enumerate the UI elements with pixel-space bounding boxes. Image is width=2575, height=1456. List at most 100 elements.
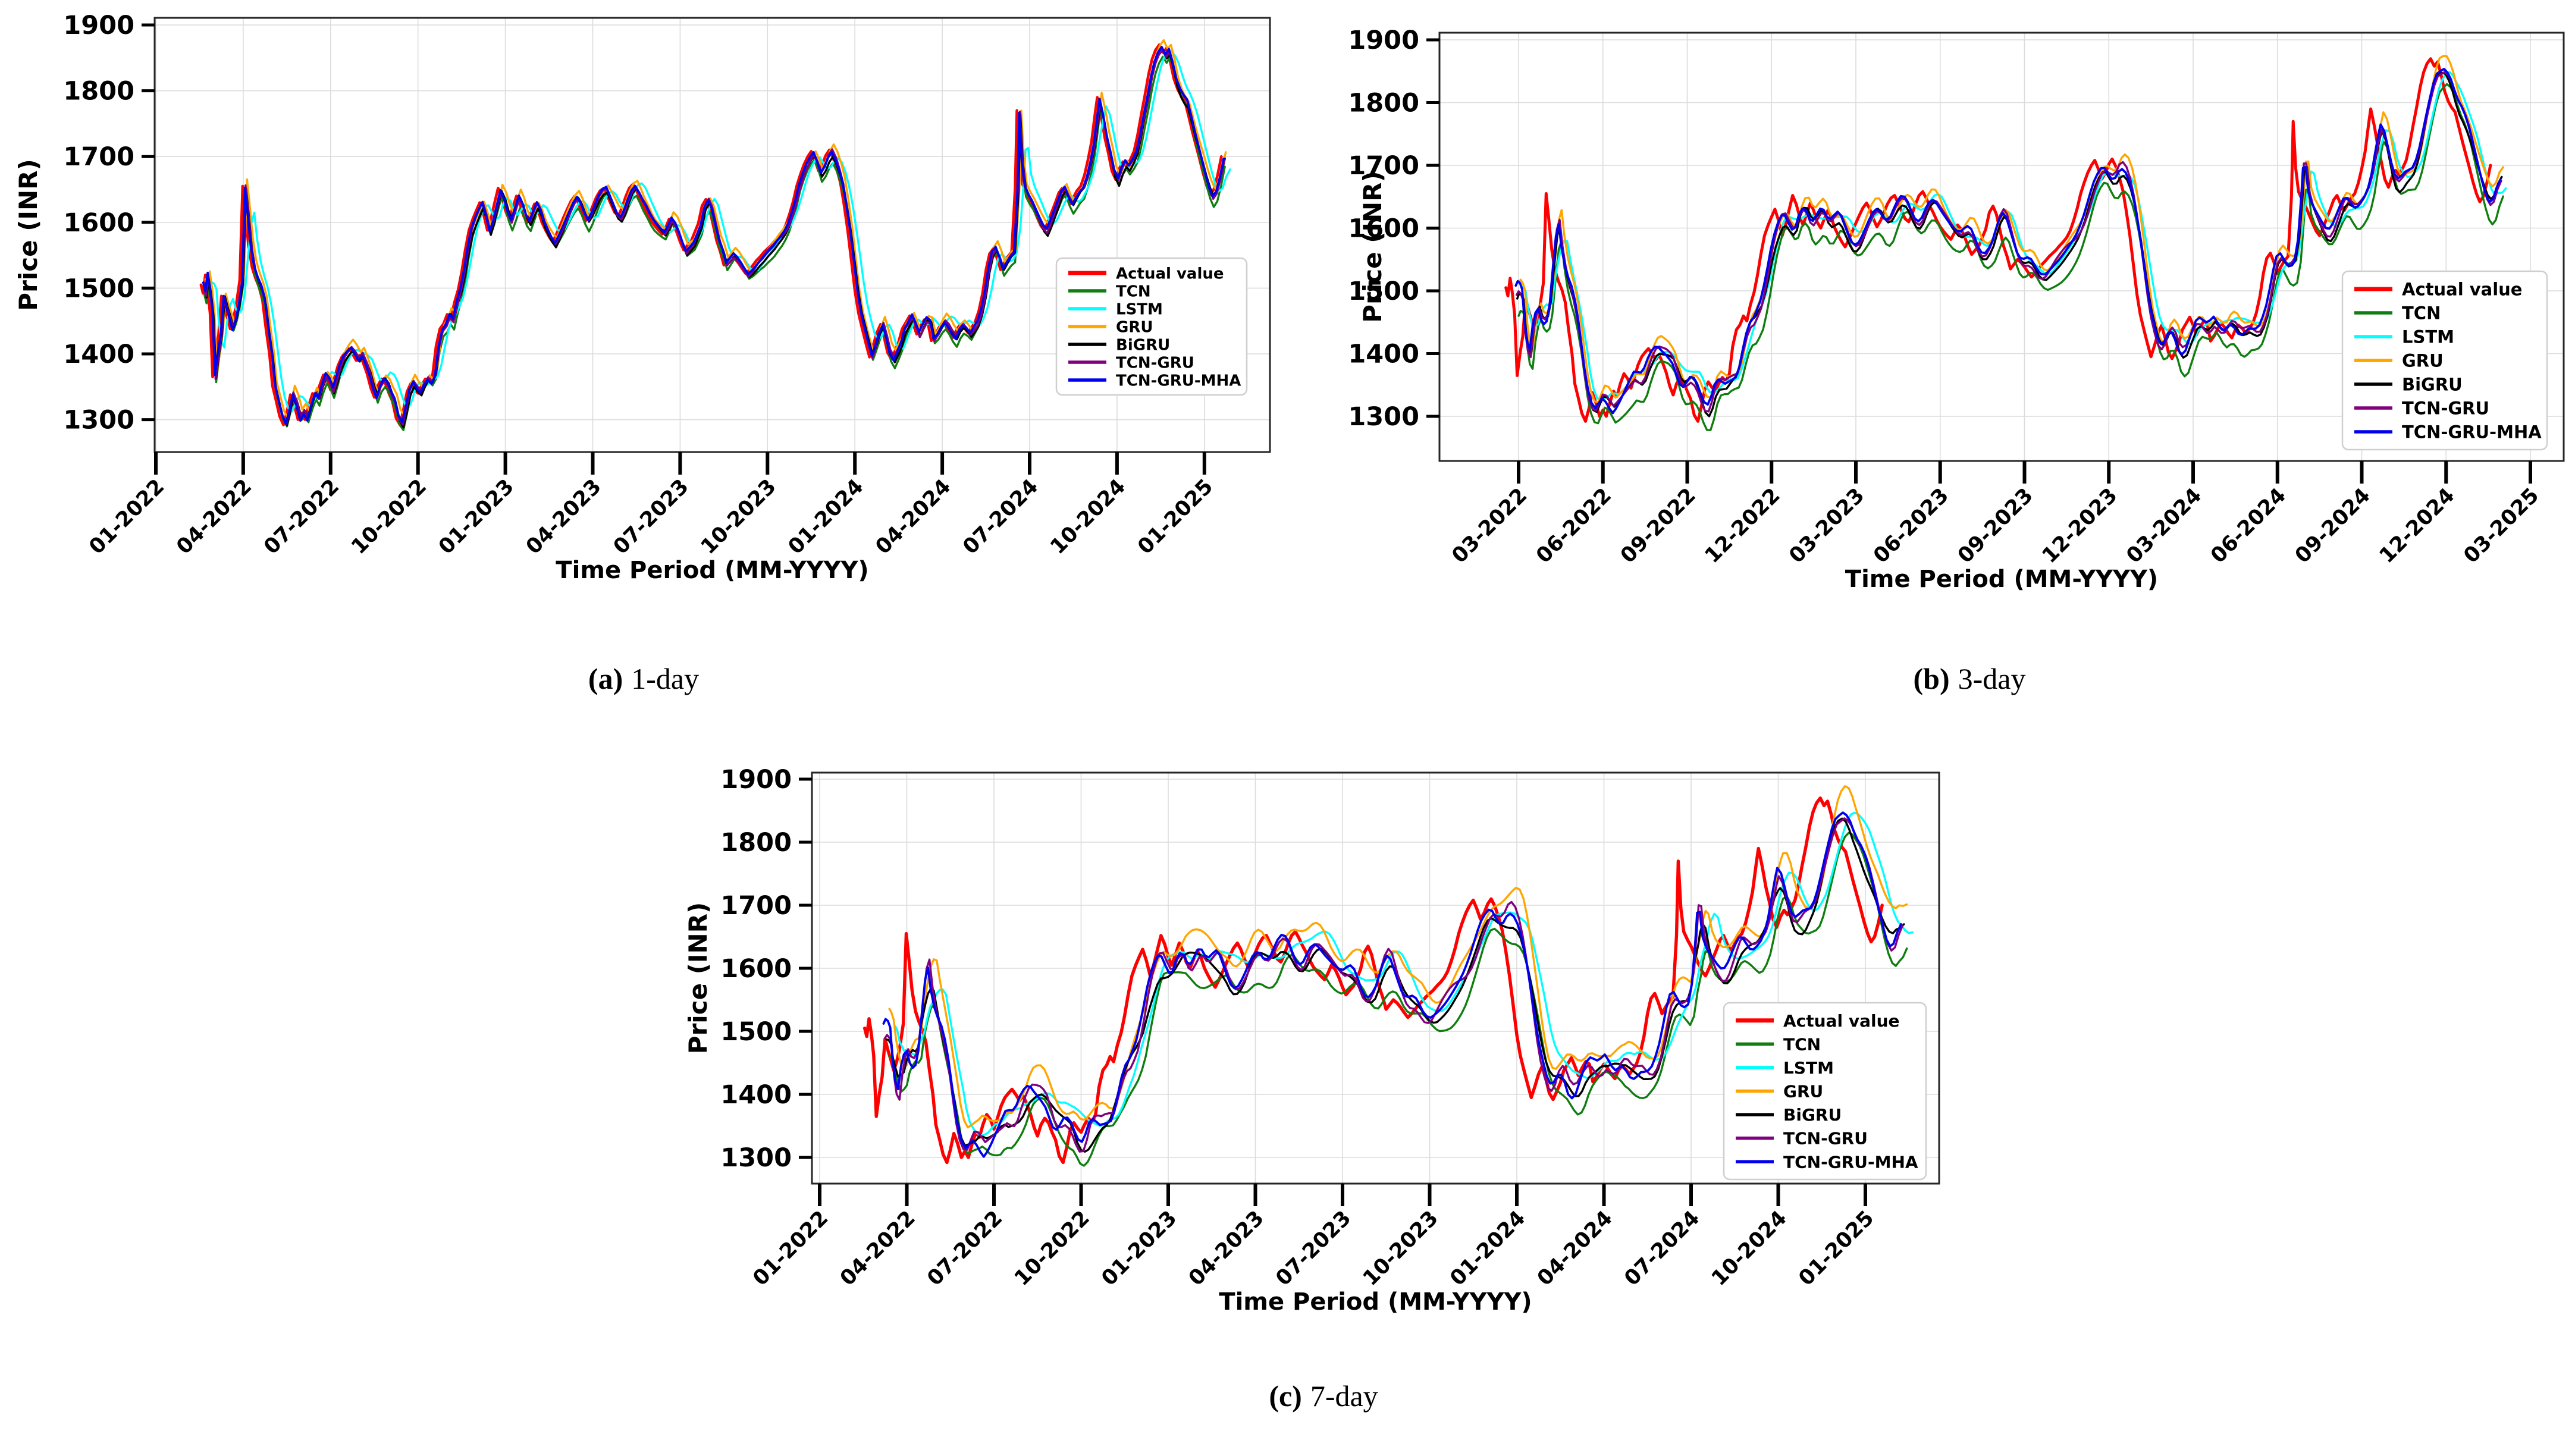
x-tick-label-a: 01-2022: [84, 475, 169, 559]
x-tick-label-a: 01-2024: [784, 475, 868, 559]
legend-label-b-3: GRU: [2402, 350, 2444, 371]
series-c-gru: [888, 785, 1908, 1129]
x-tick-label-a: 07-2022: [259, 475, 344, 559]
series-b-tcn: [1517, 83, 2504, 431]
x-tick-label-b: 06-2023: [1869, 484, 1953, 568]
legend-label-b-2: LSTM: [2402, 327, 2454, 347]
x-tick-label-a: 07-2023: [609, 475, 694, 559]
x-tick-label-a: 04-2023: [522, 475, 606, 559]
legend-label-b-6: TCN-GRU-MHA: [2402, 422, 2542, 442]
x-tick-label-a: 07-2024: [958, 475, 1043, 559]
x-tick-label-a: 01-2023: [434, 475, 519, 559]
legend-label-a-0: Actual value: [1116, 265, 1224, 283]
x-tick-label-b: 03-2022: [1447, 484, 1532, 568]
plot-border-a: [153, 17, 1271, 453]
series-c-lstm: [894, 811, 1914, 1137]
x-tick-label-b: 09-2023: [1953, 484, 2038, 568]
y-tick-label-b: 1300: [1348, 402, 1419, 432]
series-c-tcn-gru-mha: [882, 811, 1902, 1158]
caption-b-label: 3-day: [1958, 662, 2026, 695]
y-tick-label-c: 1800: [720, 828, 792, 858]
legend-label-c-1: TCN: [1783, 1034, 1821, 1054]
chart-b: 03-2022 06-2022 09-2022 12-2022 03-2023 06-20…: [1348, 26, 2565, 593]
legend-label-c-5: TCN-GRU: [1783, 1129, 1868, 1149]
x-tick-label-b: 03-2023: [1784, 484, 1869, 568]
x-tick-label-b: 03-2024: [2122, 484, 2206, 568]
series-a-tcn-gru-mha: [202, 46, 1225, 425]
y-tick-label-c: 1600: [720, 954, 792, 984]
x-axis-a: 01-2022 04-2022 07-2022 10-2022 01-2023 04-20…: [84, 452, 1218, 559]
x-tick-label-c: 01-2024: [1445, 1206, 1530, 1291]
caption-a: (a) 1-day: [197, 661, 1090, 696]
caption-a-label: 1-day: [631, 662, 700, 695]
legend-label-c-3: GRU: [1783, 1082, 1823, 1102]
legend-c: Actual value TCN LSTM GRU BiGRU TCN-GRU TCN-GR…: [1723, 1002, 1927, 1181]
x-tick-label-c: 10-2022: [1010, 1206, 1094, 1291]
legend-label-b-0: Actual value: [2402, 279, 2522, 299]
y-axis-a: 1900 1800 1700 1600 1500 1400 1300: [63, 11, 155, 435]
x-tick-label-a: 10-2024: [1046, 475, 1130, 559]
x-tick-label-c: 04-2024: [1533, 1206, 1617, 1291]
chart-a: 01-2022 04-2022 07-2022 10-2022 01-2023 04-20…: [14, 11, 1271, 584]
caption-c-tag: (c): [1269, 1379, 1302, 1413]
plot-area-a: [199, 39, 1231, 431]
caption-c: (c) 7-day: [877, 1379, 1770, 1413]
x-tick-label-a: 01-2025: [1133, 475, 1218, 559]
x-tick-label-c: 01-2025: [1794, 1206, 1878, 1291]
legend-label-a-3: GRU: [1116, 318, 1153, 336]
y-tick-label-b: 1900: [1348, 26, 1419, 55]
y-tick-label-b: 1600: [1348, 214, 1419, 244]
legend-label-a-1: TCN: [1116, 283, 1151, 300]
caption-a-tag: (a): [588, 662, 623, 695]
y-tick-label-b: 1700: [1348, 151, 1419, 181]
x-tick-label-a: 10-2022: [347, 475, 431, 559]
x-tick-label-b: 06-2022: [1532, 484, 1616, 568]
legend-box-b: [2341, 270, 2548, 451]
legend-box-c: [1723, 1002, 1927, 1181]
x-axis-title-a: Time Period (MM-YYYY): [556, 557, 868, 584]
legend-label-a-4: BiGRU: [1116, 336, 1170, 354]
y-tick-label-c: 1900: [720, 765, 792, 795]
legend-label-a-2: LSTM: [1116, 300, 1163, 318]
y-tick-label-a: 1700: [63, 142, 134, 172]
x-tick-label-c: 01-2023: [1097, 1206, 1181, 1291]
y-tick-label-b: 1800: [1348, 89, 1419, 118]
x-tick-label-a: 04-2022: [172, 475, 256, 559]
legend-label-a-6: TCN-GRU-MHA: [1116, 372, 1241, 390]
y-tick-label-a: 1300: [63, 406, 134, 435]
x-tick-label-b: 06-2024: [2206, 484, 2291, 568]
legend-label-c-4: BiGRU: [1783, 1105, 1842, 1125]
x-tick-label-b: 12-2022: [1701, 484, 1785, 568]
legend-a: Actual valueTCNLSTMGRUBiGRUTCN-GRUTCN-GR…: [1055, 257, 1248, 396]
y-tick-label-c: 1300: [720, 1143, 792, 1173]
plot-area-b: [1504, 55, 2507, 431]
x-tick-label-c: 04-2022: [836, 1206, 920, 1291]
y-tick-label-b: 1500: [1348, 277, 1419, 306]
legend-label-b-4: BiGRU: [2402, 374, 2463, 394]
series-c-tcn-gru: [884, 817, 1904, 1153]
x-tick-label-c: 01-2022: [748, 1206, 833, 1291]
legend-b: Actual value TCN LSTM GRU BiGRU TCN-GRU TCN-GR…: [2341, 270, 2548, 451]
y-tick-label-a: 1400: [63, 340, 134, 369]
plot-area-c: [862, 785, 1914, 1167]
y-axis-b: 1900 1800 1700 1600 1500 1400 1300: [1348, 26, 1439, 432]
legend-label-c-2: LSTM: [1783, 1058, 1834, 1078]
y-tick-label-c: 1700: [720, 891, 792, 921]
legend-label-b-1: TCN: [2402, 303, 2441, 323]
series-a-tcn-gru: [203, 49, 1225, 426]
caption-b: (b) 3-day: [1523, 661, 2416, 696]
x-tick-label-a: 04-2024: [871, 475, 956, 559]
x-tick-label-c: 10-2024: [1707, 1206, 1792, 1291]
x-axis-c: 01-2022 04-2022 07-2022 10-2022 01-2023 04-20…: [748, 1184, 1878, 1291]
y-axis-c: 1900 1800 1700 1600 1500 1400 1300: [720, 765, 812, 1173]
series-c-bigru: [885, 817, 1905, 1153]
x-axis-b: 03-2022 06-2022 09-2022 12-2022 03-2023 06-20…: [1447, 461, 2543, 568]
y-tick-label-a: 1600: [63, 208, 134, 238]
x-tick-label-b: 09-2024: [2291, 484, 2375, 568]
legend-label-b-5: TCN-GRU: [2402, 398, 2489, 418]
x-tick-label-c: 10-2023: [1359, 1206, 1443, 1291]
x-tick-label-b: 12-2024: [2375, 484, 2460, 568]
plot-border-b: [1438, 32, 2565, 462]
caption-b-tag: (b): [1913, 662, 1950, 695]
